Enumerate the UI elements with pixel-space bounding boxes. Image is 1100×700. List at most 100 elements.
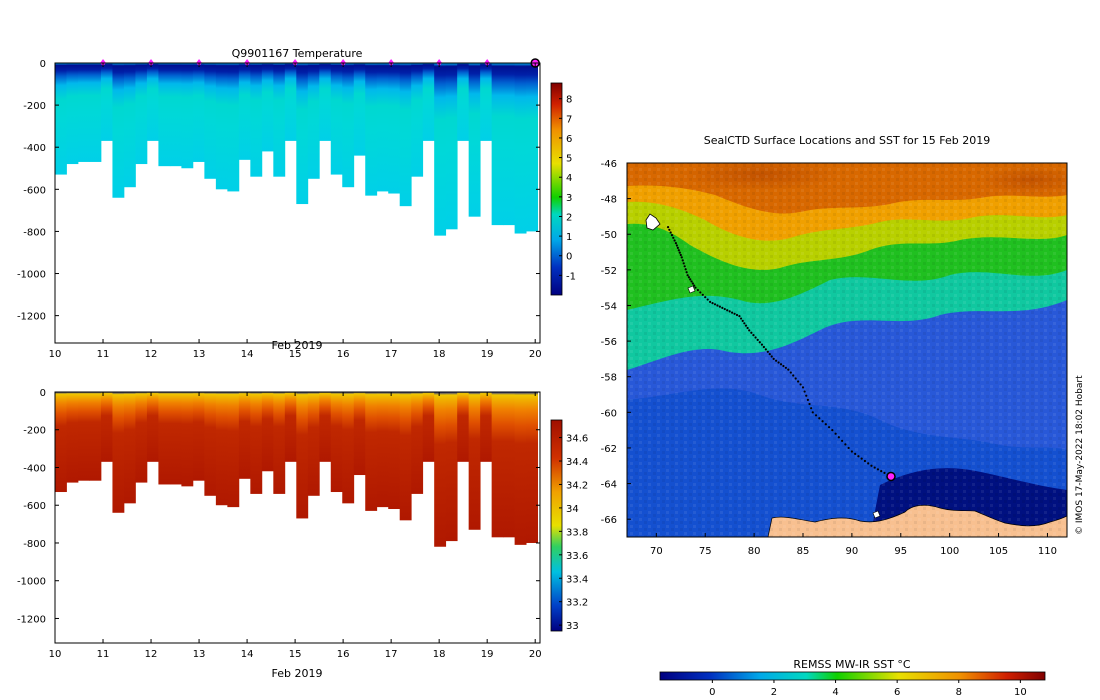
salinity-profile-8 bbox=[146, 392, 159, 462]
temperature-y-axis: 0 -200 -400 -600 -800 -1000 -1200 bbox=[17, 59, 540, 323]
salinity-colorbar-label-34.4: 34.4 bbox=[566, 457, 588, 468]
temperature-x-tick-label-19: 19 bbox=[481, 349, 494, 360]
temperature-profile-18 bbox=[261, 63, 274, 152]
temperature-colorbar bbox=[550, 82, 563, 296]
track-point-16 bbox=[684, 268, 687, 271]
temperature-profile-20 bbox=[284, 63, 297, 141]
salinity-x-tick-label-13: 13 bbox=[193, 649, 206, 660]
temperature-y-tick-label-0: 0 bbox=[40, 59, 46, 70]
track-point-84 bbox=[831, 429, 834, 432]
temperature-colorbar-label-4: 4 bbox=[566, 173, 572, 184]
temperature-profile-40 bbox=[514, 63, 527, 234]
temperature-profile-13 bbox=[204, 63, 217, 179]
temperature-profiles bbox=[55, 63, 538, 236]
temperature-colorbar-ticks: -1 0 1 2 3 4 5 6 7 8 bbox=[559, 95, 576, 282]
temperature-profile-32 bbox=[422, 63, 435, 141]
sst-colorbar-label: REMSS MW-IR SST °C bbox=[793, 658, 911, 671]
sst-colorbar-label-2: 2 bbox=[771, 687, 777, 698]
map-lat-label--54: -54 bbox=[601, 301, 617, 312]
track-point-77 bbox=[810, 407, 813, 410]
track-point-10 bbox=[678, 251, 681, 254]
temperature-y-tick-label--1200: -1200 bbox=[17, 312, 46, 323]
track-point-29 bbox=[706, 298, 709, 301]
salinity-colorbar-ticks: 33 33.2 33.4 33.6 33.8 34 34.2 34.4 34.6 bbox=[559, 434, 588, 632]
salinity-y-tick-label--800: -800 bbox=[23, 539, 46, 550]
temperature-plot-frame bbox=[54, 62, 541, 344]
track-point-100 bbox=[883, 471, 886, 474]
temperature-profile-11 bbox=[181, 63, 194, 169]
track-point-23 bbox=[693, 284, 696, 287]
temperature-x-tick-label-10: 10 bbox=[49, 349, 62, 360]
temperature-profile-2 bbox=[77, 63, 90, 162]
temperature-y-tick-label--200: -200 bbox=[23, 101, 46, 112]
salinity-x-label: Feb 2019 bbox=[272, 667, 323, 680]
salinity-colorbar-label-33: 33 bbox=[566, 621, 579, 632]
track-point-46 bbox=[744, 324, 748, 327]
salinity-profile-16 bbox=[238, 392, 251, 479]
track-point-2 bbox=[669, 231, 672, 234]
salinity-section-panel: 10 11 12 13 14 15 16 17 18 19 20 0 -200 -400 -600 -800… bbox=[17, 388, 588, 680]
salinity-profile-2 bbox=[77, 392, 90, 481]
map-lat-label--64: -64 bbox=[601, 480, 617, 491]
salinity-profile-24 bbox=[330, 392, 343, 493]
temperature-profile-39 bbox=[503, 63, 516, 226]
temperature-profile-23 bbox=[319, 63, 332, 141]
track-point-36 bbox=[723, 307, 726, 311]
salinity-colorbar-label-33.2: 33.2 bbox=[566, 598, 588, 609]
salinity-profile-6 bbox=[123, 392, 136, 504]
track-point-27 bbox=[701, 293, 704, 296]
temperature-x-tick-label-15: 15 bbox=[289, 349, 302, 360]
track-point-64 bbox=[782, 364, 785, 368]
temperature-x-tick-label-18: 18 bbox=[433, 349, 446, 360]
sst-colorbar bbox=[659, 671, 1046, 681]
track-point-4 bbox=[672, 236, 675, 239]
track-point-78 bbox=[811, 411, 814, 414]
track-point-96 bbox=[870, 464, 873, 467]
seal-track bbox=[666, 226, 889, 476]
track-point-30 bbox=[709, 300, 712, 304]
seal-current-position bbox=[886, 471, 896, 482]
temperature-x-axis: 10 11 12 13 14 15 16 17 18 19 20 bbox=[49, 63, 542, 360]
track-point-1 bbox=[668, 228, 671, 231]
sst-colorbar-label-0: 0 bbox=[709, 687, 715, 698]
track-point-40 bbox=[733, 312, 736, 315]
salinity-profiles bbox=[55, 392, 538, 547]
track-point-87 bbox=[841, 439, 844, 442]
track-point-94 bbox=[863, 459, 867, 463]
temperature-y-tick-label--400: -400 bbox=[23, 143, 46, 154]
track-point-65 bbox=[784, 366, 787, 369]
salinity-profile-14 bbox=[215, 392, 228, 506]
map-lat-label--62: -62 bbox=[601, 444, 617, 455]
track-point-63 bbox=[779, 363, 783, 366]
map-latitude-axis: -46 -48 -50 -52 -54 -56 -58 -60 -62 -64 -66 bbox=[601, 159, 631, 526]
temperature-colorbar-label--1: -1 bbox=[566, 271, 576, 282]
track-point-25 bbox=[696, 288, 699, 292]
track-point-95 bbox=[867, 462, 870, 465]
salinity-profile-27 bbox=[365, 392, 378, 511]
track-point-68 bbox=[792, 374, 795, 377]
map-lat-label--52: -52 bbox=[601, 266, 617, 277]
salinity-profile-22 bbox=[307, 392, 320, 496]
sst-colorbar-label-10: 10 bbox=[1014, 687, 1027, 698]
track-point-99 bbox=[880, 470, 883, 473]
temperature-profile-36 bbox=[468, 63, 481, 217]
temperature-profile-38 bbox=[491, 63, 504, 226]
temperature-colorbar-label-5: 5 bbox=[566, 154, 572, 165]
temperature-profile-26 bbox=[353, 63, 366, 156]
salinity-x-tick-label-19: 19 bbox=[481, 649, 494, 660]
temperature-profile-35 bbox=[457, 63, 470, 141]
temperature-profile-8 bbox=[146, 63, 159, 141]
map-lat-label--56: -56 bbox=[601, 337, 617, 348]
temperature-profile-1 bbox=[66, 63, 79, 165]
track-point-92 bbox=[857, 455, 860, 458]
sst-colorbar-label-4: 4 bbox=[832, 687, 838, 698]
salinity-colorbar-label-33.6: 33.6 bbox=[566, 551, 588, 562]
temperature-section-panel: Q9901167 Temperature 10 11 12 13 14 15 16 17 18 1… bbox=[17, 47, 576, 360]
temperature-profile-16 bbox=[238, 63, 251, 160]
track-point-69 bbox=[794, 377, 797, 380]
track-point-57 bbox=[766, 350, 769, 353]
sst-colorbar-label-6: 6 bbox=[894, 687, 900, 698]
track-point-35 bbox=[721, 306, 724, 309]
salinity-profile-17 bbox=[250, 392, 263, 494]
salinity-profile-15 bbox=[227, 392, 240, 508]
